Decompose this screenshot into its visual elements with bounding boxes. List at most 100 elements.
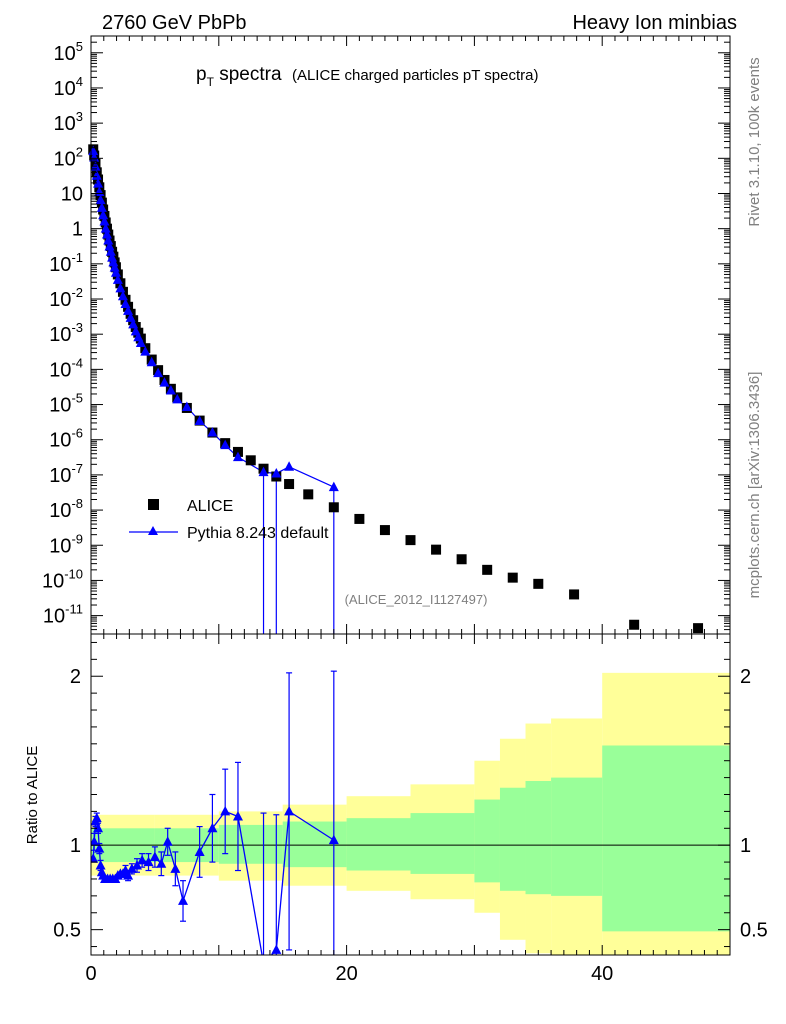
legend: ALICE Pythia 8.243 default <box>129 498 329 542</box>
pythia-point <box>153 367 164 378</box>
x-tick-label: 20 <box>335 963 357 985</box>
ratio-point <box>94 843 105 853</box>
ratio-point <box>123 870 134 880</box>
ratio-point <box>328 834 339 845</box>
pythia-point <box>284 461 295 471</box>
pythia-point <box>271 467 282 478</box>
y-tick-label: 102 <box>54 144 83 170</box>
pythia-point <box>194 415 205 426</box>
y-tick-label: 10-9 <box>49 531 83 557</box>
ratio-point <box>137 854 148 865</box>
pythia-point <box>91 170 102 180</box>
header-left: 2760 GeV PbPb <box>102 12 247 34</box>
y-tick-label: 105 <box>54 39 83 65</box>
pythia-point <box>159 377 170 387</box>
pythia-point <box>96 202 107 212</box>
pythia-point <box>123 305 134 315</box>
pythia-point <box>220 439 231 450</box>
pythia-point <box>146 356 157 367</box>
y-tick-label: 104 <box>54 74 83 100</box>
ratio-series-group <box>91 670 339 955</box>
x-tick-label: 40 <box>591 963 613 985</box>
pythia-point <box>108 256 119 267</box>
legend-pythia-marker <box>148 526 158 535</box>
ratio-band-1-bin <box>525 780 552 895</box>
pythia-point <box>165 385 176 395</box>
ratio-point <box>132 859 143 870</box>
plot-title-detail: (ALICE charged particles pT spectra) <box>292 67 539 84</box>
pythia-point <box>104 241 115 251</box>
y-tick-label: 10-2 <box>49 285 83 311</box>
ratio-point <box>156 858 167 868</box>
ratio-band-1-bin <box>551 777 603 896</box>
plot-title-main2: spectra <box>214 64 282 85</box>
ratio-point <box>194 846 205 856</box>
ratio-band-1-bin <box>602 745 730 932</box>
y-tick-label: 103 <box>54 109 83 135</box>
alice-point <box>379 525 390 536</box>
pythia-point <box>103 235 114 245</box>
pythia-point <box>112 274 123 284</box>
alice-point <box>456 554 467 565</box>
ratio-point <box>149 851 160 862</box>
ratio-panel-data <box>91 670 339 955</box>
ratio-point <box>93 822 104 833</box>
pythia-point <box>93 178 104 188</box>
alice-point <box>482 564 493 575</box>
ratio-point <box>232 810 243 821</box>
alice-point <box>569 589 580 600</box>
ratio-y-axis-label: Ratio to ALICE <box>24 746 41 844</box>
pythia-point <box>232 451 243 462</box>
y-tick-label: 10 <box>61 183 83 205</box>
y-tick-label: 10-8 <box>49 496 83 522</box>
ratio-point <box>178 895 189 905</box>
ratio-band-1-bin <box>346 818 411 871</box>
alice-point <box>303 489 314 500</box>
y-tick-label: 10-10 <box>42 566 83 592</box>
pythia-point <box>181 401 192 412</box>
pythia-point <box>109 262 120 272</box>
y-tick-label: 10-11 <box>43 602 83 628</box>
y-tick-label: 10-6 <box>49 426 83 452</box>
ratio-point <box>284 805 295 816</box>
x-tick-label: 0 <box>85 963 96 985</box>
ratio-point <box>170 863 181 873</box>
pythia-point <box>95 194 106 205</box>
alice-point <box>284 479 295 490</box>
ratio-point <box>220 805 231 816</box>
header-right: Heavy Ion minbias <box>572 12 737 34</box>
pythia-point <box>117 290 128 301</box>
ratio-band-1-bin <box>282 821 347 868</box>
ratio-point <box>91 853 99 863</box>
legend-alice-marker <box>148 499 159 510</box>
plot-title-main: p <box>196 64 207 85</box>
ratio-point <box>162 836 173 846</box>
main-panel-data <box>88 144 704 634</box>
alice-point <box>693 623 704 634</box>
rivet-label: Rivet 3.1.10, 100k events <box>746 57 763 226</box>
y-tick-label: 10-5 <box>49 391 83 417</box>
ratio-y-tick-label-left: 0.5 <box>53 920 81 942</box>
ratio-y-tick-label-right: 2 <box>740 666 751 688</box>
ratio-y-tick-label-right: 0.5 <box>740 920 768 942</box>
pythia-point <box>115 282 126 293</box>
pythia-point <box>135 337 146 348</box>
ratio-point <box>271 944 282 954</box>
pythia-point <box>99 215 110 226</box>
pythia-point <box>89 152 100 162</box>
plot-title: pT spectra (ALICE charged particles pT s… <box>196 64 538 89</box>
ratio-point <box>91 812 102 823</box>
pythia-point <box>98 209 109 220</box>
ratio-point <box>95 859 106 870</box>
analysis-id: (ALICE_2012_I1127497) <box>345 592 488 607</box>
ratio-point <box>126 863 137 873</box>
axis-tick-labels: 0 20 4010510410310210110-110-210-310-410-5… <box>42 39 768 985</box>
pythia-point <box>207 427 218 437</box>
alice-point <box>328 502 339 513</box>
pythia-point <box>101 229 112 239</box>
ratio-band-1-bin <box>218 824 283 864</box>
ratio-point <box>207 822 218 833</box>
ratio-point <box>143 856 154 867</box>
y-tick-label: 1 <box>72 219 83 241</box>
